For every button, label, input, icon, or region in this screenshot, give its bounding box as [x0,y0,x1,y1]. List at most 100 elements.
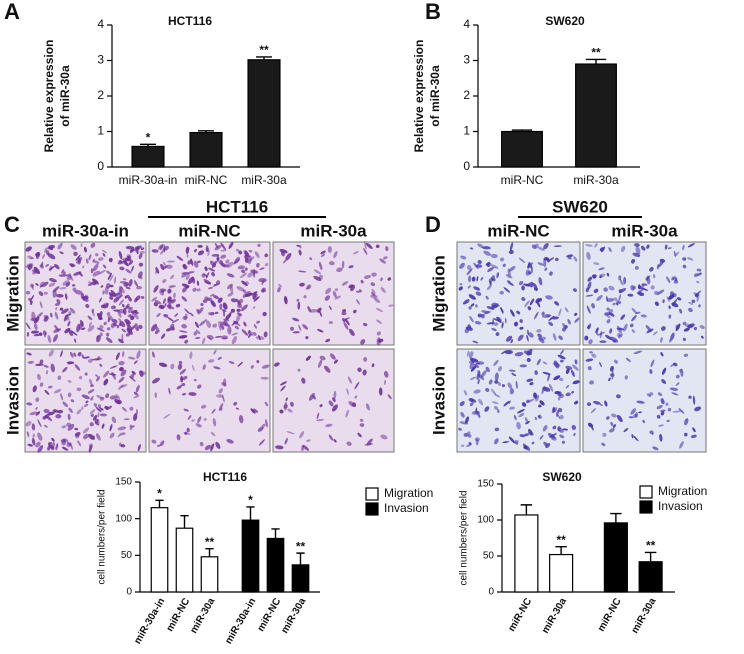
cell [154,392,157,399]
cell [48,349,54,357]
cell [55,306,58,311]
column-label: miR-NC [178,221,240,240]
cell [50,363,55,373]
cell [35,406,38,410]
cell [109,365,118,369]
cell [178,334,188,339]
cell [134,323,139,332]
cell [67,423,75,431]
cell [465,416,470,424]
bar [189,131,223,168]
cell [307,306,312,313]
cell [328,305,332,311]
cell [547,373,551,382]
cell [649,369,653,375]
cell [388,304,394,307]
cell [178,360,183,365]
cell [244,250,250,258]
cell [528,262,534,265]
cell [74,364,81,371]
cell [94,418,99,424]
cell [320,250,326,255]
cell [469,247,474,250]
cell [60,392,63,401]
cell [507,281,514,286]
cell [316,412,320,420]
cell [184,431,188,435]
cell [182,376,188,381]
cell [219,303,223,310]
cell [382,256,388,260]
cell [385,246,389,252]
cell [485,295,489,300]
cell [627,293,634,297]
cell [526,334,529,342]
cell [588,323,592,330]
y-axis-label: of miR-30a [58,65,72,127]
cell [553,360,559,369]
cell [196,384,202,389]
cell [328,261,335,266]
cell [599,403,603,407]
cell [153,285,159,293]
cell [531,244,537,250]
cell [215,441,221,449]
cell [334,295,341,300]
cell [25,420,32,427]
cell [470,303,475,307]
cell [356,299,360,305]
cell [477,313,483,318]
cell [225,261,234,268]
cell [468,275,472,283]
cell [30,300,33,305]
cell [584,335,589,341]
cell [549,271,553,276]
cell [98,269,106,275]
cell [609,428,615,433]
cell [364,240,367,250]
cell [81,327,86,330]
cell [683,353,689,357]
cell [698,304,701,308]
cell [319,404,323,408]
cell [35,363,44,367]
cell [543,441,548,447]
cell [659,433,663,442]
cell [258,439,265,446]
cell [375,244,380,249]
error-bar [520,504,533,515]
cell [91,308,95,314]
cell [348,265,354,269]
cell [87,389,95,394]
cell [509,388,515,395]
cell [92,263,99,272]
cell [41,281,49,287]
cell [257,426,264,432]
cell [97,257,104,261]
cell [136,350,141,359]
cell [527,306,532,311]
y-tick-label: 1 [463,124,470,138]
cell [48,282,56,287]
cell [277,286,281,293]
cell [531,266,533,274]
cell [197,260,201,264]
cell [688,395,692,399]
cell [39,264,44,269]
cell [535,298,540,304]
cell [358,289,362,293]
cell [134,313,139,320]
cell [250,408,256,414]
cell [261,364,270,369]
cell [188,271,195,274]
cell [78,321,84,330]
cell [635,246,641,255]
micrograph [24,241,147,346]
cell [688,307,693,313]
cell [458,286,463,291]
cell [620,314,626,320]
cell [660,337,663,343]
cell [487,267,494,272]
cell [526,357,531,363]
cell [462,299,470,305]
